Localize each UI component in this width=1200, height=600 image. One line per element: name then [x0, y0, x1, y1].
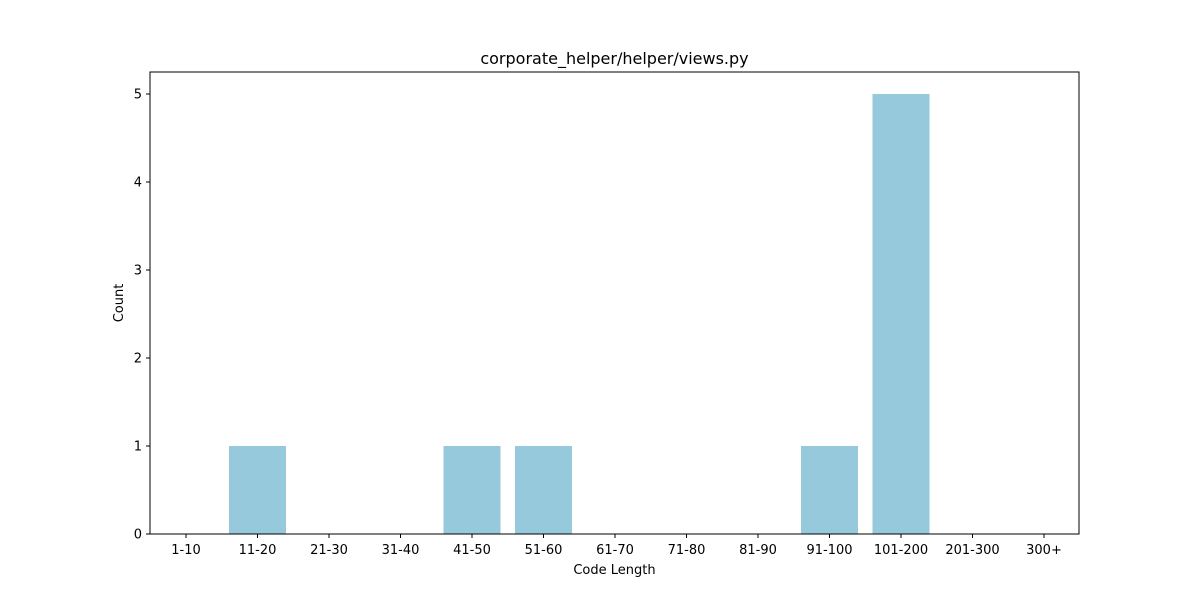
bar-51-60: [515, 446, 572, 534]
x-tick-label: 81-90: [739, 543, 777, 558]
bar-11-20: [229, 446, 286, 534]
x-tick-label: 101-200: [874, 543, 928, 558]
y-axis-label: Count: [112, 284, 127, 323]
x-tick-label: 61-70: [596, 543, 634, 558]
y-tick-label: 5: [134, 88, 142, 103]
bars-group: [229, 94, 930, 534]
x-tick-label: 300+: [1026, 543, 1062, 558]
x-tick-label: 91-100: [806, 543, 852, 558]
x-tick-label: 21-30: [310, 543, 348, 558]
chart-title: corporate_helper/helper/views.py: [480, 49, 748, 69]
x-axis-label: Code Length: [573, 563, 655, 578]
y-tick-label: 2: [134, 352, 142, 367]
x-tick-label: 201-300: [945, 543, 999, 558]
x-tick-label: 71-80: [668, 543, 706, 558]
bar-101-200: [872, 94, 930, 534]
x-axis-ticks: 1-10 11-20 21-30 31-40 41-50 51-60 61-70 71-80 8…: [171, 534, 1062, 558]
bar-41-50: [443, 446, 501, 534]
y-tick-label: 1: [134, 440, 142, 455]
y-tick-label: 0: [134, 528, 142, 543]
x-tick-label: 31-40: [382, 543, 420, 558]
x-tick-label: 51-60: [525, 543, 563, 558]
bar-91-100: [801, 446, 858, 534]
x-tick-label: 1-10: [171, 543, 201, 558]
x-tick-label: 11-20: [239, 543, 277, 558]
y-tick-label: 4: [134, 176, 142, 191]
y-tick-label: 3: [134, 264, 142, 279]
x-tick-label: 41-50: [453, 543, 491, 558]
plot-frame: [149, 71, 1080, 535]
y-axis-ticks: 0 1 2 3 4 5: [134, 88, 150, 543]
